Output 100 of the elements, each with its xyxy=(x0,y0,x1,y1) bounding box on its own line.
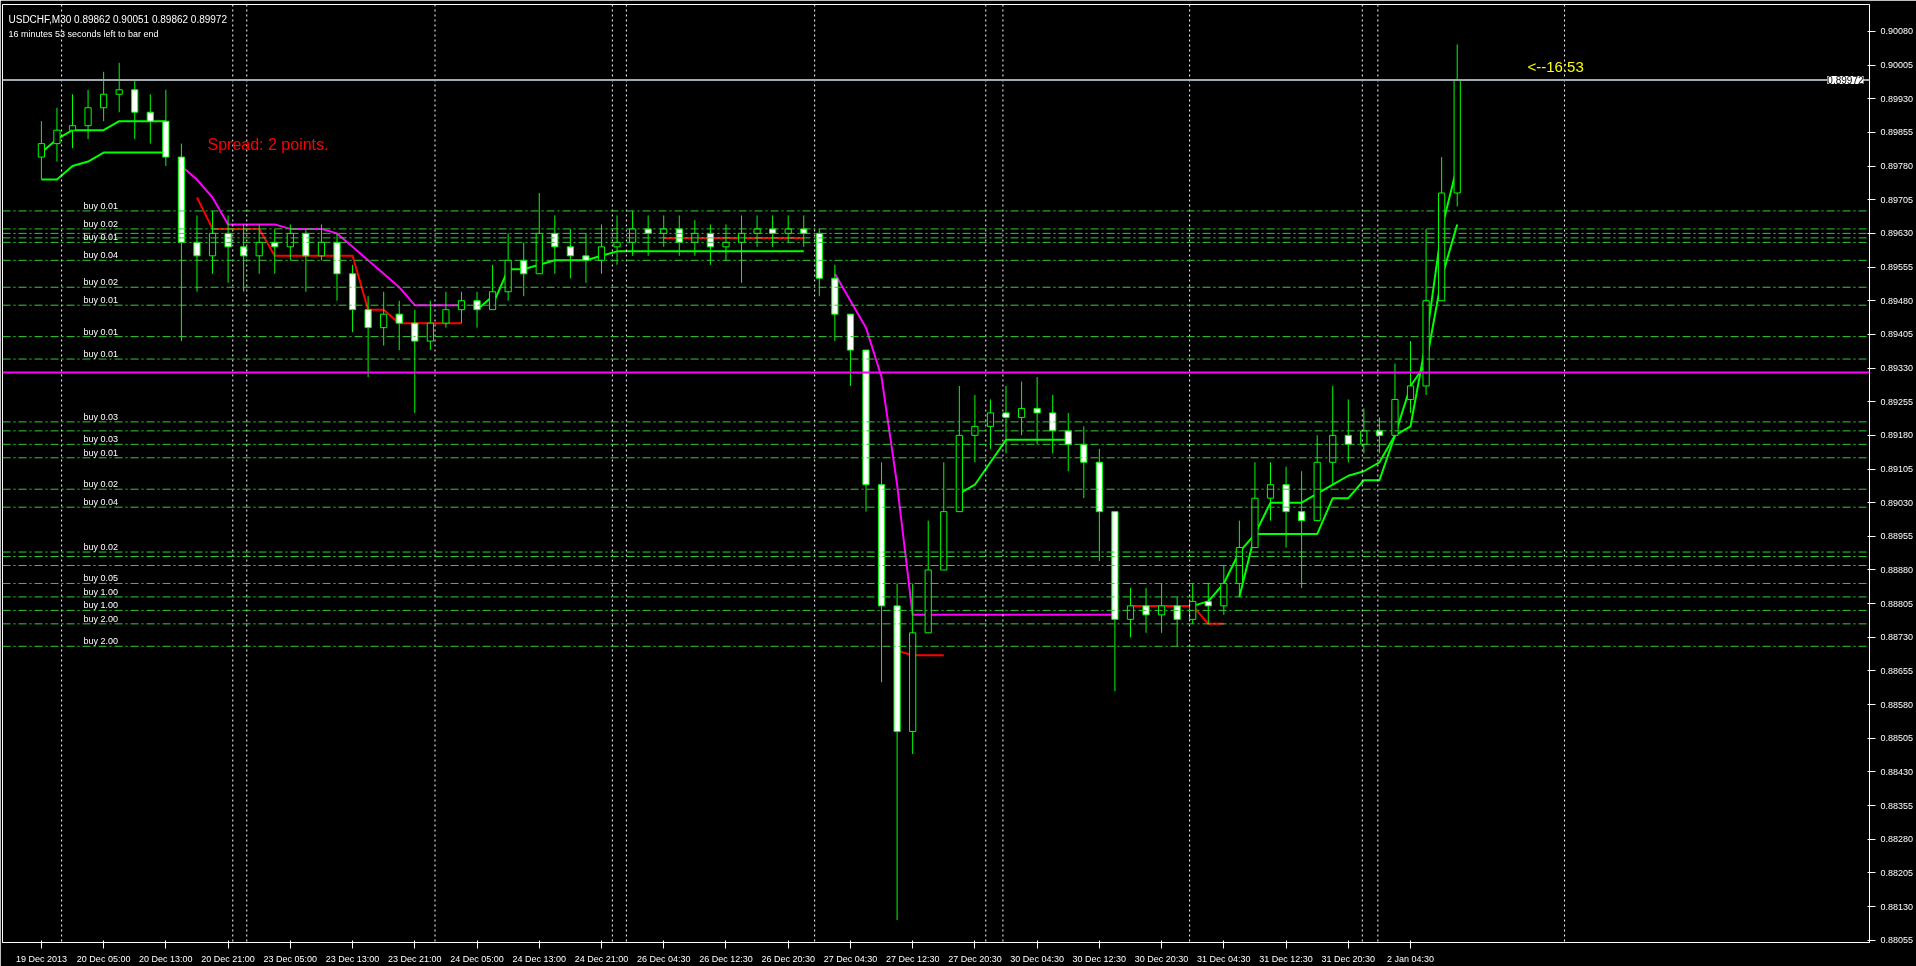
y-tick-label: 0.89030 xyxy=(1880,497,1914,508)
x-tick-label: 26 Dec 04:30 xyxy=(636,953,691,964)
x-tick-label: 27 Dec 12:30 xyxy=(885,953,940,964)
x-tick-label: 24 Dec 05:00 xyxy=(450,953,504,964)
ref-line-label: buy 0.02 xyxy=(83,542,118,553)
y-tick-label: 0.89255 xyxy=(1880,396,1914,407)
x-tick-label: 31 Dec 20:30 xyxy=(1321,953,1376,964)
candlestick xyxy=(1080,425,1088,499)
y-tick-label: 0.89705 xyxy=(1880,194,1914,205)
y-tick-label: 0.88280 xyxy=(1880,834,1914,845)
y-tick-label: 0.88580 xyxy=(1880,699,1914,710)
x-tick-label: 26 Dec 12:30 xyxy=(699,953,753,964)
ref-line-label: buy 0.04 xyxy=(83,497,118,508)
y-tick-label: 0.88055 xyxy=(1880,935,1914,946)
x-tick-label: 20 Dec 13:00 xyxy=(139,953,193,964)
x-tick-label: 20 Dec 05:00 xyxy=(76,953,131,964)
candlestick xyxy=(1360,407,1368,454)
ref-line-label: buy 0.02 xyxy=(83,479,118,490)
candlestick xyxy=(1049,394,1057,454)
candlestick xyxy=(613,214,621,266)
x-tick-label: 26 Dec 20:30 xyxy=(761,953,815,964)
candlestick xyxy=(100,71,108,122)
candlestick xyxy=(1173,596,1181,647)
candlestick xyxy=(1126,587,1135,638)
candlestick xyxy=(582,232,590,284)
y-tick-label: 0.89555 xyxy=(1880,262,1914,273)
annotation: <--16:53 xyxy=(1527,57,1584,75)
candlestick xyxy=(566,228,574,279)
x-tick-label: 30 Dec 04:30 xyxy=(1010,953,1064,964)
y-tick-label: 0.88730 xyxy=(1880,632,1914,643)
ref-line-label: buy 0.03 xyxy=(83,411,118,422)
y-tick-label: 0.90080 xyxy=(1880,26,1914,37)
candlestick xyxy=(255,223,263,275)
candlestick xyxy=(473,291,481,329)
y-tick-label: 0.88130 xyxy=(1880,901,1914,912)
candlestick xyxy=(986,398,995,450)
y-tick-label: 0.88955 xyxy=(1880,531,1914,542)
candlestick xyxy=(364,295,372,378)
y-tick-label: 0.89930 xyxy=(1880,93,1914,104)
x-tick-label: 31 Dec 04:30 xyxy=(1197,953,1251,964)
annotation: Spread: 2 points. xyxy=(207,135,329,153)
candlestick xyxy=(426,300,434,351)
candlestick xyxy=(411,309,419,414)
candlestick xyxy=(302,228,310,293)
y-tick-label: 0.89780 xyxy=(1880,161,1914,172)
y-tick-label: 0.88655 xyxy=(1880,665,1914,676)
candlestick xyxy=(442,291,450,329)
x-tick-label: 27 Dec 04:30 xyxy=(823,953,878,964)
candlestick xyxy=(457,291,466,324)
ref-line-label: buy 0.01 xyxy=(83,349,118,360)
ref-line-label: buy 0.01 xyxy=(83,295,118,306)
candlestick xyxy=(1033,376,1041,445)
x-tick-label: 24 Dec 21:00 xyxy=(574,953,629,964)
candlestick xyxy=(1298,470,1306,589)
y-tick-label: 0.90005 xyxy=(1880,60,1914,71)
ref-line-label: buy 0.04 xyxy=(83,250,118,261)
x-tick-label: 31 Dec 12:30 xyxy=(1259,953,1313,964)
ref-line-label: buy 0.02 xyxy=(83,218,118,229)
text: 16 minutes 53 seconds left to bar end xyxy=(8,28,159,39)
y-tick-label: 0.89405 xyxy=(1880,329,1914,340)
x-tick-label: 30 Dec 12:30 xyxy=(1072,953,1127,964)
y-tick-label: 0.89855 xyxy=(1880,127,1914,138)
y-tick-label: 0.88430 xyxy=(1880,766,1914,777)
ref-line-label: buy 0.02 xyxy=(83,277,118,288)
candlestick xyxy=(115,62,123,113)
y-tick-label: 0.88355 xyxy=(1880,800,1914,811)
x-tick-label: 23 Dec 13:00 xyxy=(325,953,380,964)
y-tick-label: 0.89105 xyxy=(1880,464,1914,475)
ref-line-label: buy 0.01 xyxy=(83,326,118,337)
ref-line-label: buy 2.00 xyxy=(83,636,118,647)
ref-line-label: buy 0.01 xyxy=(83,447,118,458)
candlestick xyxy=(488,264,497,311)
candlestick xyxy=(971,394,979,463)
ref-line-label: buy 2.00 xyxy=(83,613,118,624)
candlestick xyxy=(1157,582,1166,634)
candlestick xyxy=(1017,381,1026,436)
ref-line-label: buy 0.03 xyxy=(83,434,118,445)
y-tick-label: 0.88880 xyxy=(1880,564,1914,575)
y-tick-label: 0.88805 xyxy=(1880,598,1914,609)
x-tick-label: 2 Jan 04:30 xyxy=(1387,953,1435,964)
candlestick xyxy=(317,223,326,261)
candlestick xyxy=(722,223,730,261)
candlestick xyxy=(193,214,201,293)
y-tick-label: 0.89330 xyxy=(1880,363,1914,374)
ref-line-label: buy 1.00 xyxy=(83,586,118,597)
y-tick-label: 0.89180 xyxy=(1880,430,1914,441)
x-tick-label: 20 Dec 21:00 xyxy=(201,953,255,964)
x-tick-label: 23 Dec 21:00 xyxy=(388,953,442,964)
candlestick xyxy=(1266,461,1275,522)
x-tick-label: 27 Dec 20:30 xyxy=(948,953,1002,964)
candlestick xyxy=(380,291,388,347)
y-tick-label: 0.89480 xyxy=(1880,295,1914,306)
text: USDCHF,M30 0.89862 0.90051 0.89862 0.89972 xyxy=(8,13,228,25)
ref-line-label: buy 1.00 xyxy=(83,600,118,611)
ref-line-label: buy 0.01 xyxy=(83,232,118,243)
ref-line-label: 0.89972 xyxy=(1827,74,1864,86)
x-tick-label: 30 Dec 20:30 xyxy=(1134,953,1189,964)
candlestick xyxy=(551,214,559,275)
candlestick xyxy=(597,223,606,275)
y-tick-label: 0.89630 xyxy=(1880,228,1914,239)
